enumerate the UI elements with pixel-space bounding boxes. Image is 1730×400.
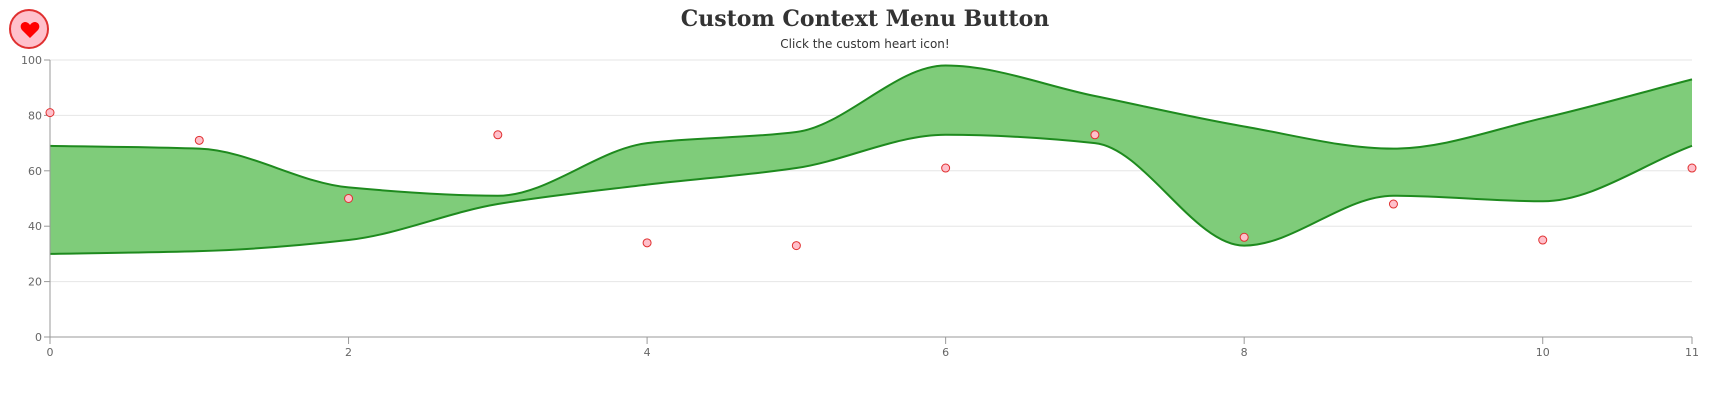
scatter-point-0[interactable] bbox=[45, 108, 55, 118]
scatter-point-4[interactable] bbox=[642, 238, 652, 248]
heart-icon bbox=[20, 22, 40, 38]
scatter-point-6[interactable] bbox=[941, 163, 951, 173]
scatter-point-9[interactable] bbox=[1388, 199, 1398, 209]
y-tick-label-40: 40 bbox=[28, 220, 42, 233]
range-area bbox=[49, 64, 1693, 255]
x-tick-label-2: 2 bbox=[345, 346, 352, 359]
scatter-point-7[interactable] bbox=[1090, 130, 1100, 140]
scatter-point-2[interactable] bbox=[344, 194, 354, 203]
y-tick-label-60: 60 bbox=[28, 165, 42, 178]
y-tick-label-100: 100 bbox=[21, 54, 42, 67]
chart-title: Custom Context Menu Button bbox=[680, 6, 1050, 32]
y-tick-label-20: 20 bbox=[28, 276, 42, 289]
range-low-line bbox=[49, 133, 1693, 255]
x-tick-label-4: 4 bbox=[644, 346, 651, 359]
scatter-point-3[interactable] bbox=[493, 130, 503, 140]
axes: 0 20 40 60 80 100 0 2 4 6 8 10 11 bbox=[21, 54, 1699, 359]
scatter-points bbox=[45, 108, 1697, 251]
y-tick-label-0: 0 bbox=[35, 331, 42, 344]
context-menu-button[interactable] bbox=[9, 9, 49, 49]
range-area-fill bbox=[50, 65, 1692, 254]
scatter-point-10[interactable] bbox=[1538, 235, 1548, 245]
x-tick-label-11: 11 bbox=[1685, 346, 1699, 359]
scatter-point-5[interactable] bbox=[791, 241, 801, 251]
x-tick-label-6: 6 bbox=[942, 346, 949, 359]
scatter-point-1[interactable] bbox=[194, 135, 204, 145]
range-high-line bbox=[49, 64, 1693, 197]
x-tick-label-0: 0 bbox=[47, 346, 54, 359]
y-tick-label-80: 80 bbox=[28, 109, 42, 122]
chart-subtitle: Click the custom heart icon! bbox=[780, 37, 950, 51]
x-tick-label-10: 10 bbox=[1536, 346, 1550, 359]
x-tick-label-8: 8 bbox=[1241, 346, 1248, 359]
scatter-point-11[interactable] bbox=[1687, 163, 1697, 173]
scatter-point-8[interactable] bbox=[1239, 232, 1249, 242]
